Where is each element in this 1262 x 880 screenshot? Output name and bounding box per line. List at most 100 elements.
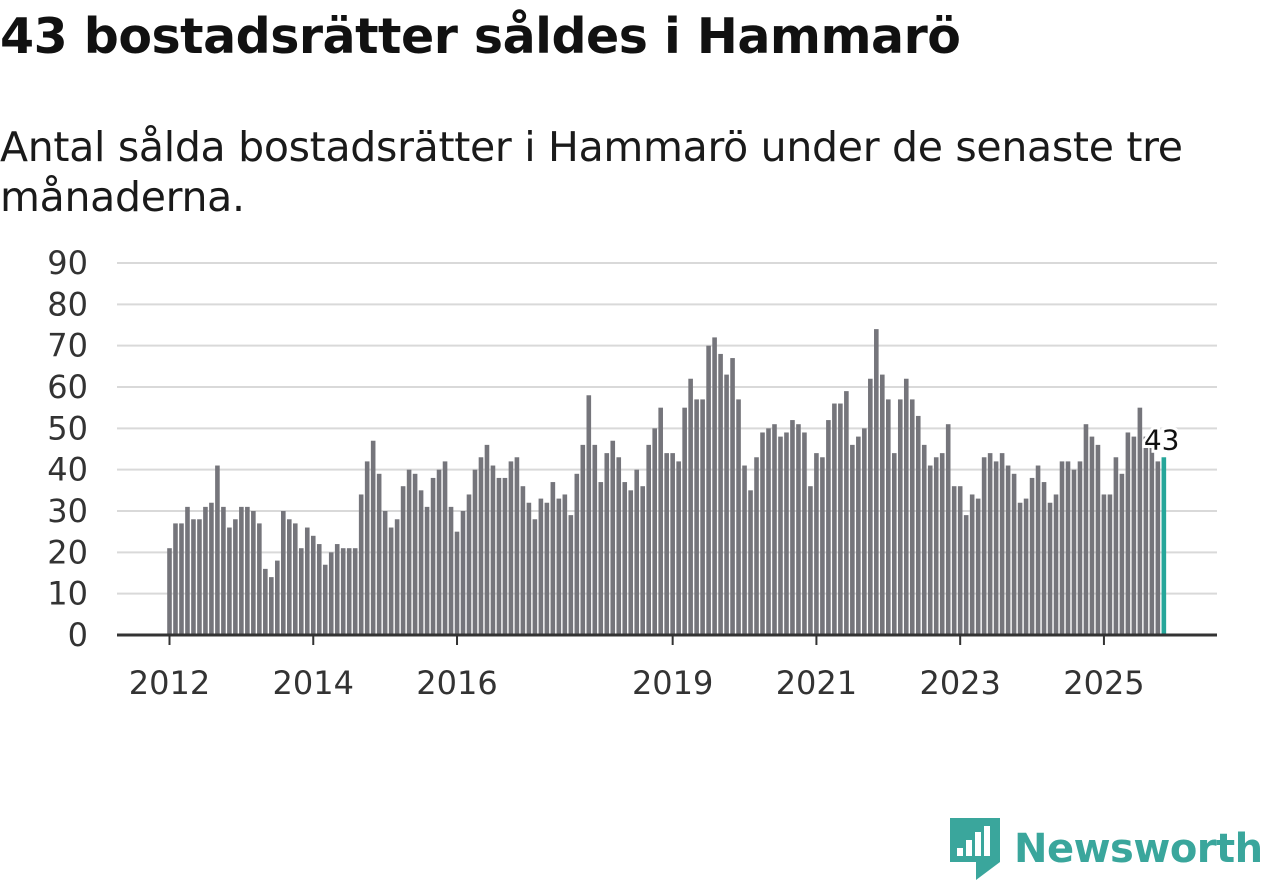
bar xyxy=(227,527,232,635)
bar xyxy=(263,568,268,635)
bar xyxy=(784,432,789,635)
bar xyxy=(700,399,705,635)
bar xyxy=(1053,494,1059,635)
bar xyxy=(484,444,490,635)
x-tick-label: 2016 xyxy=(416,664,497,702)
bar xyxy=(790,420,795,635)
bar xyxy=(1155,461,1161,635)
bar xyxy=(328,552,334,635)
bar xyxy=(430,477,436,635)
bar xyxy=(520,486,526,635)
bar xyxy=(376,473,382,635)
bar xyxy=(646,444,651,635)
bar xyxy=(215,465,220,635)
bar xyxy=(724,374,729,635)
bar xyxy=(448,506,454,635)
bar xyxy=(221,506,226,635)
bar xyxy=(580,444,586,635)
bar xyxy=(562,494,568,635)
bar xyxy=(957,486,963,635)
bar xyxy=(658,407,663,635)
x-tick-label: 2014 xyxy=(273,664,354,702)
y-tick-label: 30 xyxy=(47,492,88,530)
bar xyxy=(1023,498,1029,635)
bar xyxy=(275,560,280,635)
newsworthy-logo-icon xyxy=(950,818,1000,880)
y-tick-label: 10 xyxy=(47,575,88,613)
bar xyxy=(251,511,256,635)
bar xyxy=(945,424,951,635)
bar xyxy=(844,391,849,635)
bar xyxy=(886,399,891,635)
bar xyxy=(856,436,861,635)
bar xyxy=(903,378,909,635)
bar xyxy=(640,486,646,635)
bar xyxy=(1059,461,1065,635)
bar xyxy=(197,519,202,635)
bar xyxy=(772,424,777,635)
bar xyxy=(257,523,262,635)
bar xyxy=(179,523,184,635)
bar xyxy=(334,544,340,635)
bar xyxy=(718,353,723,635)
bar xyxy=(939,453,945,635)
bar xyxy=(670,453,675,635)
bar xyxy=(610,440,616,635)
bar xyxy=(412,473,418,635)
bar xyxy=(185,506,190,635)
bar xyxy=(897,399,903,635)
bar xyxy=(862,428,867,635)
bar xyxy=(622,482,628,635)
bar xyxy=(987,453,993,635)
bar xyxy=(712,337,717,635)
highlight-data-label: 43 xyxy=(1144,423,1180,456)
bar xyxy=(808,486,813,635)
bar xyxy=(340,548,346,635)
bar xyxy=(245,506,250,635)
bar xyxy=(538,498,544,635)
brand-name: Newsworthy xyxy=(1014,826,1262,872)
bar xyxy=(766,428,771,635)
bar xyxy=(292,523,298,635)
bar xyxy=(394,519,400,635)
bar xyxy=(1047,502,1053,635)
x-tick-label: 2021 xyxy=(776,664,857,702)
bar xyxy=(436,469,442,635)
bar xyxy=(424,506,430,635)
bar xyxy=(1125,432,1131,635)
bar xyxy=(239,506,244,635)
chart-subtitle: Antal sålda bostadsrätter i Hammarö unde… xyxy=(0,123,1183,221)
bar xyxy=(1113,457,1119,635)
x-axis-ticks: 2012 2014 2016 2019 2021 2023 2025 xyxy=(129,635,1145,702)
bar xyxy=(388,527,394,635)
bar xyxy=(472,469,478,635)
bar xyxy=(281,511,286,635)
x-tick-label: 2025 xyxy=(1063,664,1144,702)
chart-title: 43 bostadsrätter såldes i Hammarö xyxy=(0,8,961,65)
bar xyxy=(820,457,825,635)
bar xyxy=(382,511,388,635)
bar xyxy=(322,564,328,635)
bar xyxy=(298,548,304,635)
bar xyxy=(1101,494,1107,635)
y-tick-label: 40 xyxy=(47,451,88,489)
y-tick-label: 60 xyxy=(47,368,88,406)
bar xyxy=(850,444,855,635)
bar xyxy=(304,527,310,635)
bar xyxy=(466,494,472,635)
newsworthy-brand: Newsworthy xyxy=(950,818,1262,880)
bar xyxy=(814,453,819,635)
bar xyxy=(1143,436,1149,635)
bar xyxy=(826,420,831,635)
bar xyxy=(1083,424,1089,635)
bar xyxy=(574,473,580,635)
bar xyxy=(736,399,741,635)
bar xyxy=(592,444,598,635)
bar xyxy=(832,403,837,635)
bar xyxy=(370,440,376,635)
bar xyxy=(694,399,699,635)
bar xyxy=(1041,482,1047,635)
bar xyxy=(760,432,765,635)
bar xyxy=(358,494,364,635)
